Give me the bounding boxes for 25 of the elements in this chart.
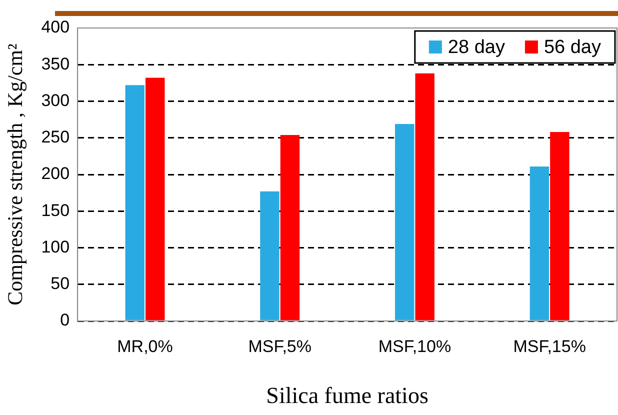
y-tick-label: 100: [41, 237, 70, 256]
y-tick-label: 250: [41, 128, 70, 147]
legend-label: 56 day: [544, 37, 602, 58]
x-tick-label: MSF,15%: [513, 336, 586, 356]
bar: [415, 73, 434, 320]
y-tick-label: 300: [41, 90, 70, 110]
bar: [530, 166, 550, 320]
x-tick-label: MSF,10%: [378, 336, 452, 356]
y-tick-label: 200: [41, 164, 70, 184]
y-tick-label: 0: [60, 310, 70, 330]
x-axis-title: Silica fume ratios: [266, 383, 428, 408]
y-tick-label: 350: [41, 54, 70, 74]
y-tick-label: 150: [41, 200, 70, 220]
x-tick-label: MSF,5%: [248, 336, 312, 356]
bar: [280, 134, 300, 320]
bar: [550, 132, 570, 320]
legend-label: 28 day: [448, 37, 506, 58]
bar: [125, 85, 144, 320]
bar: [146, 78, 165, 320]
x-tick-label: MR,0%: [117, 336, 173, 356]
bar: [394, 124, 414, 320]
y-axis-title: Compressive strength , Kg/cm²: [3, 44, 28, 306]
y-tick-label: 50: [50, 274, 70, 294]
y-tick-label: 400: [41, 18, 70, 37]
bar: [260, 191, 280, 320]
